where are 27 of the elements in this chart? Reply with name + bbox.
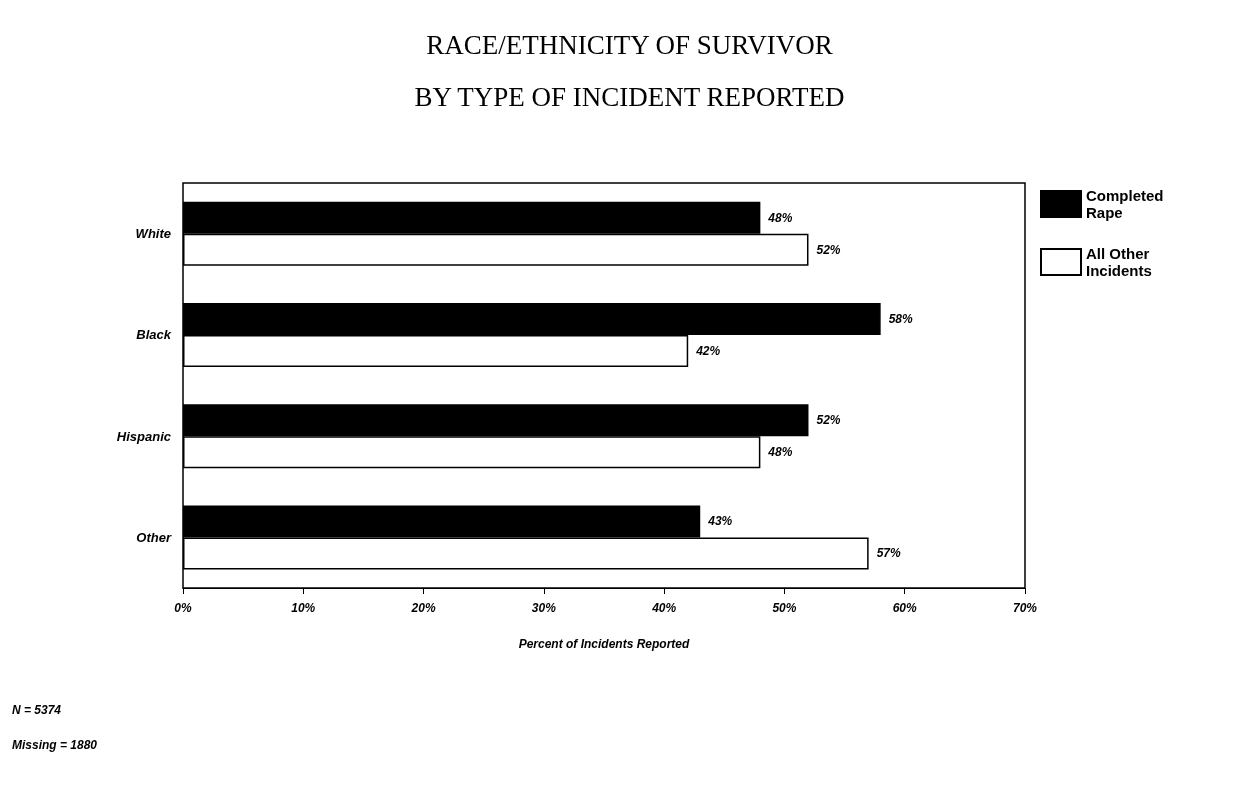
text: Missing = 1880	[12, 738, 98, 752]
x-tick-label: 50%	[772, 601, 797, 615]
y-tick-label: White	[135, 226, 171, 242]
y-tick-label: Hispanic	[116, 428, 172, 444]
legend-label: All Other Incidents	[1086, 245, 1154, 279]
x-tick-label: 60%	[892, 601, 918, 615]
x-tick-label: 30%	[531, 601, 557, 615]
x-tick-label: 0%	[174, 601, 192, 615]
x-tick-label: 70%	[1012, 601, 1038, 615]
chart-subtitle: BY TYPE OF INCIDENT REPORTED	[414, 81, 845, 112]
data-label: 48%	[767, 210, 793, 225]
y-tick-label: Black	[136, 327, 172, 343]
x-tick-label: 20%	[410, 601, 436, 615]
y-tick-label: Other	[136, 529, 172, 545]
chart-title: RACE/ETHNICITY OF SURVIVOR	[426, 29, 833, 60]
legend-label: Completed Rape	[1086, 187, 1168, 221]
data-label: 43%	[707, 514, 733, 529]
text: N = 5374	[12, 703, 62, 717]
data-label: 48%	[767, 445, 793, 460]
data-label: 42%	[695, 343, 721, 358]
x-tick-label: 10%	[291, 601, 316, 615]
data-label: 52%	[816, 242, 841, 257]
data-label: 52%	[816, 413, 841, 428]
data-label: 58%	[888, 311, 913, 326]
x-tick-label: 40%	[651, 601, 677, 615]
data-label: 57%	[876, 546, 901, 561]
x-axis-title: Percent of Incidents Reported	[518, 637, 691, 651]
